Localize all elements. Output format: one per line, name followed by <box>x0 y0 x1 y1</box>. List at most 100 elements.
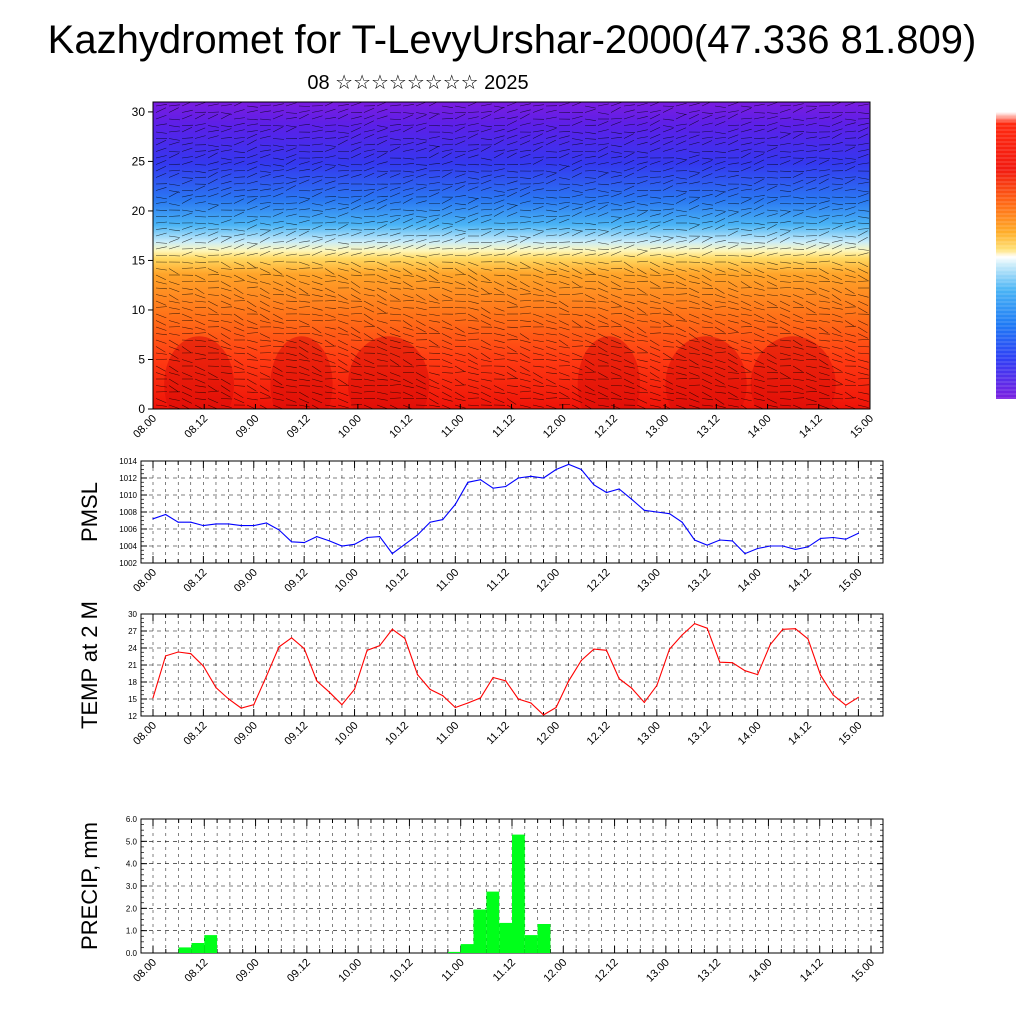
wind-barb <box>519 192 531 198</box>
wind-barb <box>324 248 336 251</box>
wind-barb <box>675 326 686 333</box>
wind-barb <box>753 112 766 114</box>
wind-barb <box>272 339 284 343</box>
wind-barb <box>220 352 232 357</box>
wind-barb <box>727 268 739 272</box>
wind-barb <box>220 173 232 178</box>
wind-barb <box>480 208 493 211</box>
wind-barb <box>623 109 635 113</box>
wind-barb <box>649 300 661 304</box>
wind-barb <box>714 398 725 405</box>
wind-barb <box>519 103 531 107</box>
wind-barb <box>636 180 648 185</box>
wind-barb <box>506 212 518 217</box>
wind-barb <box>714 209 726 212</box>
wind-barb <box>168 255 181 257</box>
wind-barb <box>272 398 284 401</box>
wind-barb <box>610 300 621 307</box>
wind-barb <box>194 352 206 356</box>
wind-barb <box>610 131 622 135</box>
wind-barb <box>389 384 401 386</box>
wind-barb <box>649 147 661 152</box>
wind-barb <box>844 176 857 178</box>
wind-barb <box>649 378 661 382</box>
wind-barb <box>519 390 532 393</box>
wind-barb <box>155 242 168 244</box>
wind-barb <box>545 128 557 133</box>
wind-barb <box>688 281 700 284</box>
wind-barb <box>311 281 323 285</box>
wind-barb <box>636 365 648 369</box>
wind-barb <box>857 248 869 251</box>
wind-barb <box>701 114 713 120</box>
wind-barb <box>467 116 479 120</box>
wind-barb <box>168 346 180 351</box>
wind-barb <box>428 224 440 230</box>
wind-barb <box>168 245 180 250</box>
wind-barb <box>857 149 869 152</box>
wind-barb <box>558 352 570 357</box>
wind-barb <box>675 339 686 347</box>
wind-barb <box>207 187 219 191</box>
wind-barb <box>519 281 530 288</box>
wind-barb <box>805 320 818 322</box>
wind-barb <box>740 313 752 316</box>
wind-barb <box>519 245 531 250</box>
wind-barb <box>727 385 739 389</box>
pmsl-point <box>366 536 368 539</box>
wind-barb <box>571 391 582 398</box>
wind-barb <box>259 250 271 256</box>
wind-barb <box>298 161 310 165</box>
wind-barb <box>753 385 765 390</box>
wind-barb <box>298 378 310 382</box>
wind-barb <box>688 339 700 343</box>
wind-barb <box>493 135 505 139</box>
wind-barb <box>688 154 700 159</box>
wind-barb <box>532 268 544 273</box>
wind-barb <box>441 143 454 146</box>
wind-barb <box>467 385 479 389</box>
wind-barb <box>571 190 583 193</box>
pmsl-point <box>820 537 822 540</box>
wind-barb <box>220 346 232 350</box>
wind-barb <box>272 103 284 107</box>
wind-barb <box>584 205 596 211</box>
wind-barb <box>636 326 647 334</box>
wind-barb <box>831 157 843 161</box>
wind-barb <box>220 125 232 128</box>
wind-barb <box>207 125 219 128</box>
warm-patch <box>347 336 430 409</box>
wind-barb <box>441 152 452 159</box>
wind-barb <box>389 274 401 279</box>
wind-barb <box>519 186 531 191</box>
wind-barb <box>402 268 413 275</box>
wind-barb <box>753 268 765 274</box>
wind-barb <box>350 146 362 152</box>
wind-barb <box>480 214 492 217</box>
wind-barb <box>857 352 870 355</box>
wind-barb <box>857 193 869 198</box>
wind-barb <box>194 209 206 213</box>
wind-barb <box>727 209 739 213</box>
wind-barb <box>701 130 714 133</box>
wind-barb <box>428 163 440 165</box>
wind-barb <box>610 398 623 400</box>
wind-barb <box>272 391 284 396</box>
wind-barb <box>779 378 792 380</box>
wind-barb <box>662 211 674 217</box>
wind-barb <box>857 112 869 114</box>
wind-barb <box>272 378 283 386</box>
wind-barb <box>779 195 791 198</box>
wind-barb <box>857 280 870 282</box>
wind-barb <box>233 151 245 153</box>
wind-barb <box>805 222 818 224</box>
wind-barb <box>155 232 167 237</box>
wind-barb <box>376 372 388 377</box>
wind-barb <box>532 146 543 152</box>
wind-barb <box>376 172 388 178</box>
wind-barb <box>558 231 570 237</box>
temp2m-point <box>618 678 620 680</box>
wind-barb <box>311 372 323 377</box>
